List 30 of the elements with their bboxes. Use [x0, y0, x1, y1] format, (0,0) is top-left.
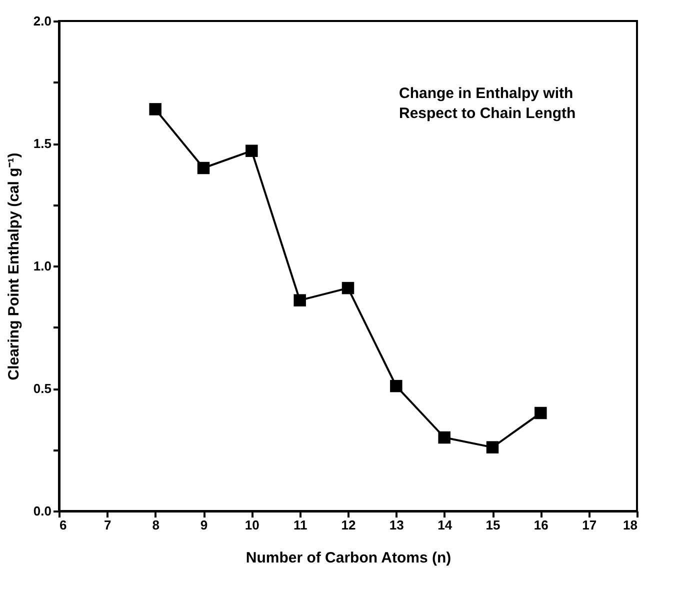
point — [246, 144, 258, 157]
point — [197, 162, 210, 174]
x-axis-title: Number of Carbon Atoms (n) — [246, 550, 452, 566]
y-tick-label: 1.0 — [33, 258, 52, 274]
annotation: Change in Enthalpy with Respect to Chain Length — [399, 85, 576, 122]
x-tick-label: 11 — [293, 518, 308, 532]
x-tick-label: 16 — [534, 518, 548, 532]
point — [438, 431, 450, 444]
x-tick-label: 8 — [152, 518, 160, 532]
y-axis-title: Clearing Point Enthalpy (cal g⁻¹) — [5, 152, 22, 380]
x-tick-label: 13 — [389, 518, 404, 532]
x-tick-label: 17 — [582, 518, 597, 532]
point — [149, 103, 162, 116]
x-tick-label: 7 — [104, 518, 112, 532]
y-tick-label: 2.0 — [33, 14, 52, 28]
point — [294, 294, 306, 306]
x-tick-label: 12 — [341, 518, 356, 532]
x-tick-label: 18 — [623, 518, 638, 532]
x-tick-label: 10 — [244, 518, 260, 532]
x-tick-label: 9 — [200, 518, 208, 532]
x-tick-label: 6 — [60, 518, 67, 532]
point — [390, 380, 402, 392]
y-tick-label: 0.0 — [33, 504, 52, 518]
y-tick-label: 1.5 — [33, 136, 52, 151]
point — [534, 406, 547, 420]
x-tick-label: 15 — [486, 518, 500, 532]
point — [342, 282, 354, 294]
point — [486, 441, 499, 454]
y-tick-label: 0.5 — [33, 381, 52, 396]
x-tick-label: 14 — [438, 518, 453, 532]
